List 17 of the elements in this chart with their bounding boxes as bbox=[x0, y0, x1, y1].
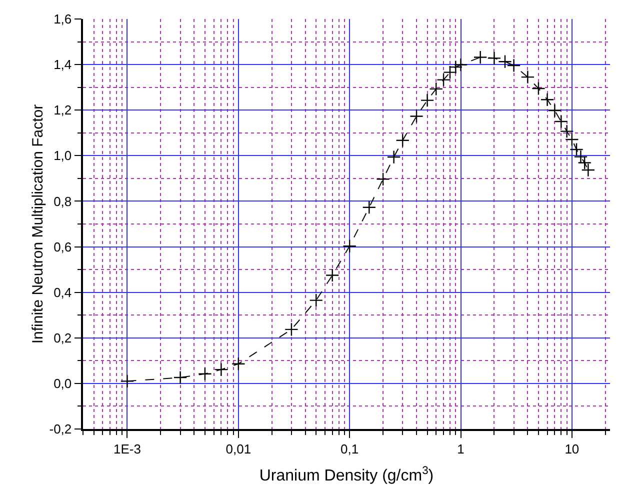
x-tick-label: 1 bbox=[457, 441, 464, 456]
y-tick-label: 1,4 bbox=[54, 57, 72, 72]
y-tick-label: 1,6 bbox=[54, 12, 72, 27]
y-tick-label: -0,2 bbox=[49, 422, 72, 437]
x-tick-label: 10 bbox=[564, 441, 580, 456]
x-tick-label: 1E-3 bbox=[114, 441, 141, 456]
x-tick-label: 0,01 bbox=[226, 441, 252, 456]
x-axis-title: Uranium Density (g/cm$^{3}$) bbox=[259, 464, 434, 485]
y-axis-title: Infinite Neutron Multiplication Factor bbox=[30, 104, 46, 344]
y-tick-label: 0,2 bbox=[54, 330, 72, 346]
y-tick-label: 1,2 bbox=[54, 102, 72, 118]
x-tick-label: 0,1 bbox=[340, 441, 359, 456]
y-tick-label: 0,0 bbox=[54, 376, 72, 391]
y-tick-label: 0,6 bbox=[54, 239, 72, 254]
y-tick-label: 0,8 bbox=[54, 194, 72, 209]
y-tick-label: 0,4 bbox=[54, 284, 72, 300]
y-tick-label: 1,0 bbox=[54, 148, 72, 164]
